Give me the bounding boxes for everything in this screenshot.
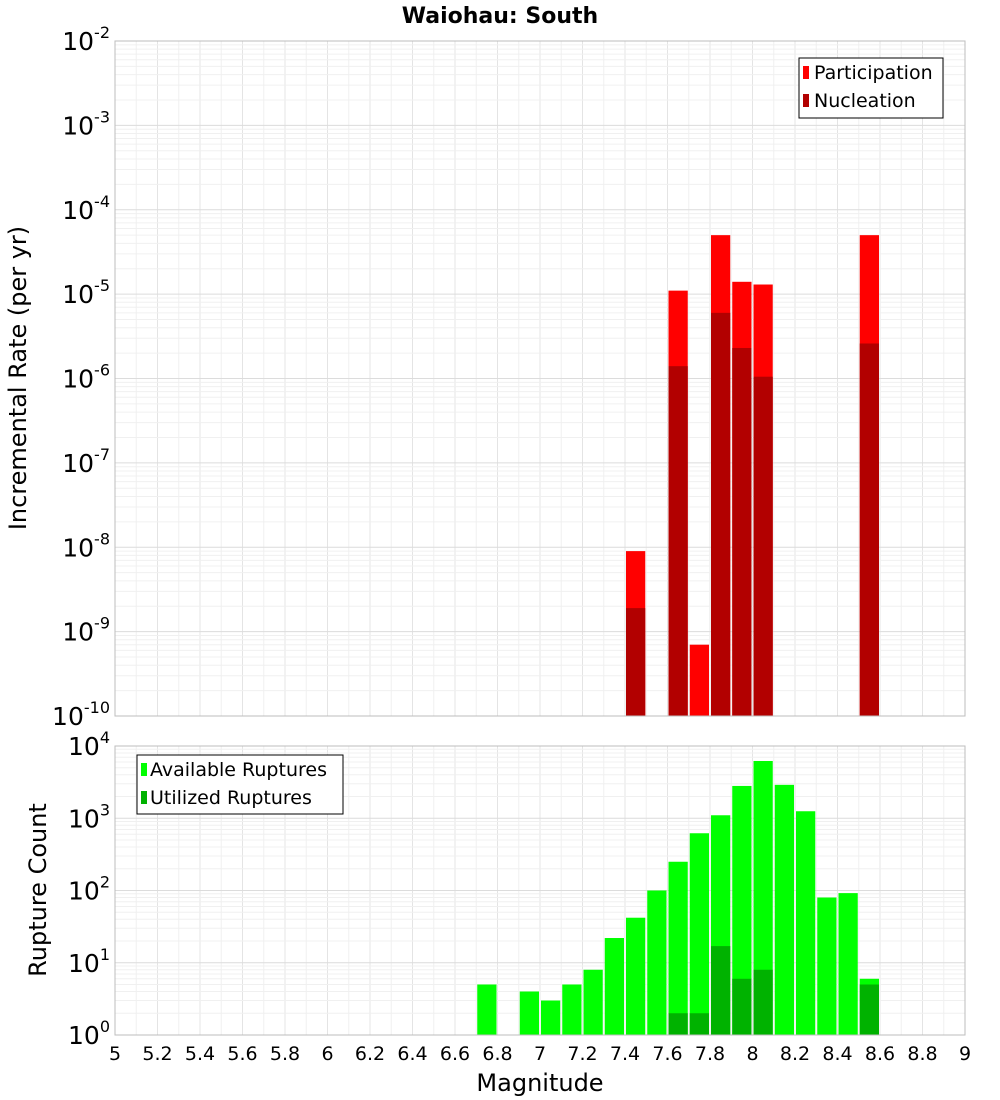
bottom-y-tick-label: 102 (68, 873, 110, 906)
bottom-bar-utilized-ruptures (711, 946, 731, 1035)
top-bar-nucleation (753, 376, 773, 716)
x-tick-label: 6.2 (355, 1043, 385, 1065)
top-y-tick-label: 10-3 (62, 107, 110, 140)
legend-swatch-nucleation (803, 94, 809, 107)
bottom-bar-available-ruptures (583, 969, 603, 1035)
bottom-bar-utilized-ruptures (689, 1013, 709, 1035)
bottom-y-tick-labels: 100 101 102 103 104 (68, 728, 110, 1050)
bottom-bar-available-ruptures (604, 938, 624, 1035)
legend-label-available: Available Ruptures (150, 759, 327, 781)
bottom-y-tick-label: 104 (68, 728, 110, 761)
top-bar-participation (689, 644, 709, 716)
legend-label-nucleation: Nucleation (814, 90, 916, 112)
bottom-bar-utilized-ruptures (732, 978, 752, 1035)
x-tick-label: 8.4 (822, 1043, 852, 1065)
x-tick-label: 5.8 (270, 1043, 300, 1065)
top-y-tick-label: 10-5 (62, 276, 110, 309)
top-plot-border (114, 40, 966, 717)
bottom-bar-utilized-ruptures (668, 1013, 688, 1035)
top-y-tick-label: 10-10 (52, 698, 110, 731)
x-tick-label: 7.2 (567, 1043, 597, 1065)
bottom-bar-available-ruptures (774, 784, 794, 1035)
top-y-tick-labels: 10-10 10-9 10-8 10-7 10-6 10-5 10-4 10-3 10-2 (52, 23, 110, 731)
x-tick-label: 8.2 (780, 1043, 810, 1065)
bottom-bar-available-ruptures (817, 897, 837, 1035)
legend-label-participation: Participation (814, 62, 933, 84)
bottom-bar-utilized-ruptures (753, 969, 773, 1035)
bottom-y-tick-label: 100 (68, 1017, 110, 1050)
top-bar-nucleation (626, 608, 646, 716)
bottom-bar-available-ruptures (796, 811, 816, 1035)
bottom-legend: Available Ruptures Utilized Ruptures (136, 754, 344, 815)
bottom-y-tick-label: 101 (68, 945, 110, 978)
top-y-tick-label: 10-2 (62, 23, 110, 56)
x-tick-label: 5 (109, 1043, 121, 1065)
bottom-bar-available-ruptures (838, 893, 858, 1035)
bottom-bar-available-ruptures (647, 890, 667, 1035)
bottom-bar-available-ruptures (732, 785, 752, 1035)
chart-title: Waiohau: South (402, 4, 598, 29)
top-bar-nucleation (859, 343, 879, 716)
bottom-y-axis-label: Rupture Count (24, 803, 52, 977)
x-tick-label: 8.6 (865, 1043, 895, 1065)
x-axis-label: Magnitude (476, 1069, 603, 1097)
bottom-y-tick-label: 103 (68, 800, 110, 833)
top-y-tick-label: 10-8 (62, 529, 110, 562)
top-bar-nucleation (732, 347, 752, 716)
bottom-plot-border (114, 745, 966, 1036)
bottom-bar-utilized-ruptures (859, 984, 879, 1035)
x-tick-label: 5.2 (142, 1043, 172, 1065)
bottom-bar-available-ruptures (477, 984, 497, 1035)
top-legend-box (798, 57, 944, 119)
x-tick-label: 6 (321, 1043, 333, 1065)
bottom-bar-available-ruptures (519, 991, 539, 1035)
x-tick-label: 6.6 (440, 1043, 470, 1065)
x-tick-label: 6.8 (482, 1043, 512, 1065)
legend-swatch-participation (803, 66, 809, 79)
top-y-axis-label: Incremental Rate (per yr) (4, 226, 32, 530)
bottom-bar-available-ruptures (668, 861, 688, 1035)
top-y-tick-label: 10-7 (62, 445, 110, 478)
x-tick-label: 7 (534, 1043, 546, 1065)
top-y-tick-label: 10-4 (62, 192, 110, 225)
top-bar-nucleation (711, 312, 731, 716)
x-tick-label: 7.4 (610, 1043, 640, 1065)
x-tick-labels: 5 5.2 5.4 5.6 5.8 6 6.2 6.4 6.6 6.8 7 7.2 7.4 7.6 7.8 8… (109, 1043, 971, 1065)
bottom-bars (477, 760, 879, 1035)
legend-label-utilized: Utilized Ruptures (150, 787, 312, 809)
x-tick-label: 9 (959, 1043, 971, 1065)
bottom-bar-available-ruptures (541, 1000, 561, 1035)
top-bar-nucleation (668, 366, 688, 716)
bottom-bar-available-ruptures (562, 984, 582, 1035)
x-tick-label: 6.4 (397, 1043, 427, 1065)
top-y-tick-label: 10-6 (62, 361, 110, 394)
x-tick-label: 8 (746, 1043, 758, 1065)
bottom-legend-box (136, 754, 344, 815)
x-tick-label: 7.6 (652, 1043, 682, 1065)
x-tick-label: 8.8 (907, 1043, 937, 1065)
legend-swatch-utilized (141, 791, 147, 804)
x-tick-label: 7.8 (695, 1043, 725, 1065)
x-tick-label: 5.4 (185, 1043, 215, 1065)
x-tick-label: 5.6 (227, 1043, 257, 1065)
top-y-tick-label: 10-9 (62, 614, 110, 647)
bottom-bar-available-ruptures (689, 833, 709, 1035)
bottom-bar-available-ruptures (626, 917, 646, 1035)
top-legend: Participation Nucleation (798, 57, 944, 119)
legend-swatch-available (141, 763, 147, 776)
bottom-bar-available-ruptures (753, 760, 773, 1035)
top-gridlines (115, 41, 965, 716)
top-bars (626, 235, 879, 716)
